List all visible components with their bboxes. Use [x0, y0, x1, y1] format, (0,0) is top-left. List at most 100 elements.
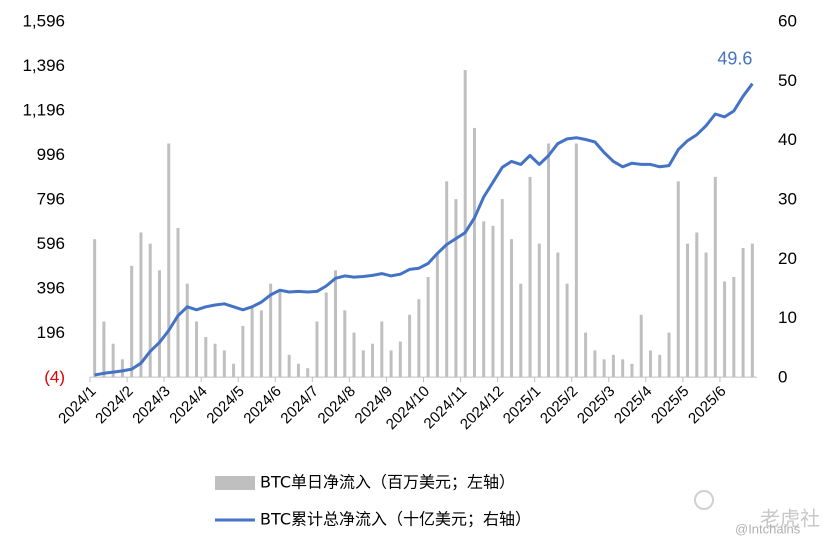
bar	[278, 290, 282, 378]
y2-tick-label: 40	[778, 130, 797, 149]
bar	[371, 343, 375, 378]
bar	[222, 350, 226, 378]
legend-label: BTC单日净流入（百万美元；左轴）	[260, 473, 515, 492]
bar	[352, 332, 356, 378]
y-tick-label: 396	[37, 278, 65, 297]
line	[94, 82, 754, 377]
y2-tick-label: 30	[778, 189, 797, 208]
bar	[111, 343, 115, 378]
bar	[454, 199, 458, 378]
bar	[482, 221, 486, 378]
bar	[315, 321, 319, 378]
y2-tick-label: 60	[778, 11, 797, 30]
bar	[269, 283, 273, 378]
bar	[510, 239, 514, 378]
bar	[287, 354, 291, 378]
bar	[324, 292, 328, 378]
y-tick-label: 196	[37, 323, 65, 342]
bar	[750, 243, 754, 378]
bar	[658, 354, 662, 378]
bar	[472, 127, 476, 378]
bar	[296, 363, 300, 378]
legend-swatch	[215, 476, 255, 490]
bar	[343, 310, 347, 378]
bar	[528, 176, 532, 378]
x-tick-label: 2025/2	[537, 383, 581, 427]
bar	[639, 314, 643, 378]
bar	[676, 181, 680, 378]
bar	[463, 70, 467, 378]
bar	[241, 325, 245, 378]
bar	[176, 228, 180, 378]
bar	[556, 252, 560, 378]
bar	[713, 176, 717, 378]
bar	[157, 270, 161, 378]
legend-label: BTC累计总净流入（十亿美元；右轴）	[260, 510, 531, 529]
y-tick-label: 1,396	[22, 56, 65, 75]
y2-tick-label: 10	[778, 308, 797, 327]
bar	[695, 232, 699, 378]
bar	[584, 332, 588, 378]
credit: @Intchains	[735, 521, 801, 536]
bar	[250, 305, 254, 378]
x-tick-label: 2025/1	[500, 383, 544, 427]
x-tick-label: 2025/3	[574, 383, 618, 427]
bar	[417, 299, 421, 378]
bar	[445, 181, 449, 378]
bar	[537, 243, 541, 378]
bar	[333, 270, 337, 378]
bar	[723, 281, 727, 378]
bar	[130, 265, 134, 378]
bar	[491, 225, 495, 378]
bar	[380, 321, 384, 378]
bar	[93, 239, 97, 378]
bar	[139, 232, 143, 378]
bar	[167, 143, 171, 378]
bar	[195, 321, 199, 378]
bar	[148, 243, 152, 378]
y2-tick-label: 50	[778, 71, 797, 90]
bar	[732, 276, 736, 378]
bar	[120, 359, 124, 378]
bar	[630, 363, 634, 378]
bar	[611, 354, 615, 378]
bar	[259, 310, 263, 378]
bar	[519, 283, 523, 378]
bar	[500, 199, 504, 378]
bar	[574, 143, 578, 378]
x-tick-label: 2024/5	[203, 383, 247, 427]
x-tick-label: 2025/5	[648, 383, 692, 427]
bar	[621, 359, 625, 378]
x-tick-label: 2024/8	[315, 383, 359, 427]
y-tick-label: 1,196	[22, 100, 65, 119]
x-tick-label: 2025/6	[685, 383, 729, 427]
bar	[565, 283, 569, 378]
x-tick-label: 2024/3	[129, 383, 173, 427]
y-tick-label: 1,596	[22, 11, 65, 30]
x-tick-label: 2024/7	[277, 383, 321, 427]
bar	[232, 363, 236, 378]
y-tick-label: 996	[37, 145, 65, 164]
x-tick-label: 2024/6	[240, 383, 284, 427]
bar	[602, 359, 606, 378]
bar	[667, 332, 671, 378]
bar	[686, 243, 690, 378]
x-tick-label: 2024/2	[92, 383, 136, 427]
watermark: 老虎社区	[760, 507, 822, 530]
bar	[593, 350, 597, 378]
y2-tick-label: 0	[778, 367, 787, 386]
bar	[398, 341, 402, 378]
bar	[426, 276, 430, 378]
x-tick-label: 2025/4	[611, 383, 655, 427]
bar	[741, 248, 745, 378]
y-tick-label: (4)	[44, 367, 65, 386]
x-tick-label: 2024/4	[166, 383, 210, 427]
bar	[547, 143, 551, 378]
bar	[306, 368, 310, 378]
bar	[435, 252, 439, 378]
x-tick-label: 2024/1	[55, 383, 99, 427]
y2-tick-label: 20	[778, 249, 797, 268]
bar	[185, 283, 189, 378]
bar	[102, 321, 106, 378]
